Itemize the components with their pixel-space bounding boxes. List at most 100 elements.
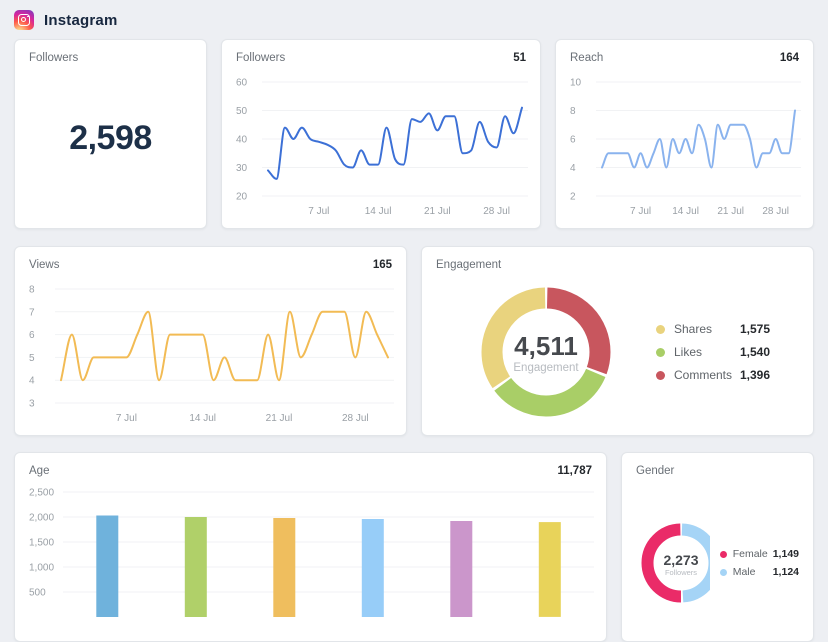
svg-text:20: 20 [236, 192, 248, 203]
svg-text:40: 40 [236, 135, 248, 146]
svg-text:6: 6 [570, 135, 576, 146]
legend-value: 1,540 [740, 345, 771, 359]
card-title: Followers [29, 52, 79, 64]
svg-text:7 Jul: 7 Jul [630, 206, 651, 217]
legend-dot [719, 568, 727, 576]
card-header: Followers [29, 52, 192, 68]
legend-dot [656, 347, 665, 357]
reach-chart-card: Reach 164 10 8 6 4 2 7 Jul 14 Jul 21 Jul 28 Jul [555, 39, 814, 229]
dashboard-grid: Followers 2,598 Followers 51 60 50 40 30 20 7… [0, 39, 828, 642]
svg-text:14 Jul: 14 Jul [189, 413, 216, 424]
donut-center-label: Engagement [513, 362, 579, 374]
card-metric-value: 165 [372, 259, 392, 271]
card-header: Followers 51 [236, 52, 526, 68]
donut-center-value: 2,273 [663, 552, 698, 568]
age-bar-chart[interactable]: 2,500 2,000 1,500 1,000 500 [29, 487, 594, 641]
legend-label: Comments [674, 368, 733, 382]
card-header: Views 165 [29, 259, 392, 275]
card-header: Gender [636, 465, 799, 481]
donut-center-value: 4,511 [514, 331, 578, 361]
svg-text:1,000: 1,000 [29, 563, 54, 574]
gender-legend: Female 1,149 Male 1,124 [719, 545, 799, 581]
card-title: Reach [570, 52, 604, 64]
reach-line-chart[interactable]: 10 8 6 4 2 7 Jul 14 Jul 21 Jul 28 Jul [570, 74, 801, 222]
svg-text:5: 5 [29, 353, 35, 364]
svg-text:7 Jul: 7 Jul [116, 413, 137, 424]
age-bar[interactable] [273, 518, 296, 617]
donut-segment-shares[interactable] [481, 287, 611, 417]
legend-label: Male [732, 566, 756, 578]
card-title: Gender [636, 465, 675, 477]
camera-glyph [18, 14, 30, 26]
legend-dot [656, 370, 665, 380]
legend-value: 1,396 [740, 368, 771, 382]
card-title: Engagement [436, 259, 502, 271]
instagram-icon [14, 10, 34, 30]
age-bar[interactable] [96, 515, 119, 618]
svg-text:14 Jul: 14 Jul [365, 206, 392, 217]
gender-donut-area: 2,273 Followers Female 1,149 Male 1,124 [636, 521, 799, 605]
followers-total-value: 2,598 [69, 118, 152, 157]
legend-item-likes: Likes 1,540 [656, 341, 770, 364]
svg-text:10: 10 [570, 78, 582, 89]
followers-line-chart[interactable]: 60 50 40 30 20 7 Jul 14 Jul 21 Jul 28 Jul [236, 74, 528, 222]
legend-item-male: Male 1,124 [719, 563, 799, 581]
age-bar[interactable] [184, 517, 207, 617]
svg-text:7 Jul: 7 Jul [308, 206, 329, 217]
engagement-legend: Shares 1,575 Likes 1,540 Comments 1,396 [656, 318, 770, 387]
svg-text:21 Jul: 21 Jul [717, 206, 744, 217]
svg-text:7: 7 [29, 307, 35, 318]
donut-center-label: Followers [665, 568, 697, 577]
svg-text:21 Jul: 21 Jul [424, 206, 451, 217]
legend-label: Female [732, 548, 768, 560]
views-chart-card: Views 165 8 7 6 5 4 3 7 Jul 14 Jul 21 Jul 28 Jul [14, 246, 407, 436]
age-bar[interactable] [450, 521, 473, 617]
legend-value: 1,575 [740, 322, 771, 336]
legend-value: 1,149 [772, 548, 799, 560]
legend-item-female: Female 1,149 [719, 545, 799, 563]
donut-segment-comments[interactable] [481, 287, 611, 417]
followers-kpi-card: Followers 2,598 [14, 39, 207, 229]
svg-text:2,000: 2,000 [29, 513, 54, 524]
svg-text:8: 8 [29, 285, 35, 296]
card-metric-value: 51 [513, 52, 526, 64]
svg-text:4: 4 [570, 163, 576, 174]
svg-text:500: 500 [29, 588, 46, 599]
svg-text:28 Jul: 28 Jul [342, 413, 369, 424]
card-metric-value: 164 [779, 52, 799, 64]
card-header: Age 11,787 [29, 465, 592, 481]
followers-chart-card: Followers 51 60 50 40 30 20 7 Jul 14 Jul 21 Jul… [221, 39, 541, 229]
row-top: Followers 2,598 Followers 51 60 50 40 30 20 7… [14, 39, 814, 229]
svg-text:60: 60 [236, 78, 248, 89]
legend-dot [656, 324, 665, 334]
svg-text:1,500: 1,500 [29, 538, 54, 549]
svg-text:28 Jul: 28 Jul [483, 206, 510, 217]
legend-dot [719, 550, 727, 558]
svg-text:50: 50 [236, 106, 248, 117]
age-bar[interactable] [361, 519, 384, 617]
age-bar[interactable] [538, 522, 561, 617]
gender-card: Gender 2,273 Followers Female 1,149 Male 1,1… [621, 452, 814, 642]
legend-label: Shares [674, 322, 713, 336]
donut-segment-female[interactable] [641, 523, 710, 603]
legend-value: 1,124 [772, 566, 799, 578]
svg-text:4: 4 [29, 376, 35, 387]
age-chart-card: Age 11,787 2,500 2,000 1,500 1,000 500 [14, 452, 607, 642]
legend-item-shares: Shares 1,575 [656, 318, 770, 341]
page-header: Instagram [0, 0, 828, 39]
donut-segment-likes[interactable] [481, 287, 611, 417]
card-header: Engagement [436, 259, 799, 275]
card-metric-value: 11,787 [557, 465, 592, 477]
svg-text:2,500: 2,500 [29, 488, 54, 499]
engagement-donut-area: 4,511 Engagement Shares 1,575 Likes 1,540 Com… [436, 277, 799, 427]
legend-item-comments: Comments 1,396 [656, 364, 770, 387]
page-title: Instagram [44, 11, 118, 29]
card-title: Views [29, 259, 60, 271]
camera-lens [21, 17, 26, 22]
svg-text:2: 2 [570, 192, 576, 203]
views-line-chart[interactable]: 8 7 6 5 4 3 7 Jul 14 Jul 21 Jul 28 Jul [29, 281, 394, 429]
camera-flash-dot [27, 15, 29, 17]
